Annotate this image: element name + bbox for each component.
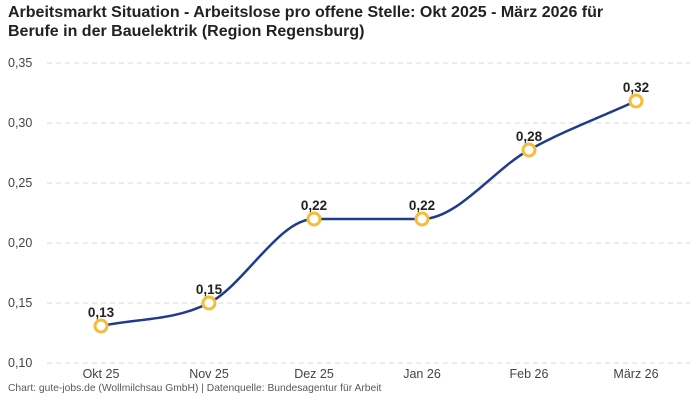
svg-text:Nov 25: Nov 25	[189, 367, 229, 381]
svg-text:0,28: 0,28	[516, 129, 543, 144]
svg-text:0,35: 0,35	[8, 56, 32, 70]
svg-text:0,30: 0,30	[8, 116, 32, 130]
svg-text:0,15: 0,15	[8, 296, 32, 310]
svg-text:0,25: 0,25	[8, 176, 32, 190]
svg-text:0,20: 0,20	[8, 236, 32, 250]
svg-text:0,32: 0,32	[623, 80, 649, 95]
svg-text:0,22: 0,22	[301, 198, 327, 213]
svg-text:Jan 26: Jan 26	[403, 367, 441, 381]
svg-text:0,22: 0,22	[409, 198, 435, 213]
svg-text:0,15: 0,15	[196, 282, 223, 297]
svg-text:Feb 26: Feb 26	[510, 367, 549, 381]
svg-text:0,10: 0,10	[8, 356, 32, 370]
svg-text:Dez 25: Dez 25	[294, 367, 334, 381]
svg-text:0,13: 0,13	[88, 305, 115, 320]
svg-text:März 26: März 26	[613, 367, 658, 381]
svg-text:Okt 25: Okt 25	[83, 367, 120, 381]
